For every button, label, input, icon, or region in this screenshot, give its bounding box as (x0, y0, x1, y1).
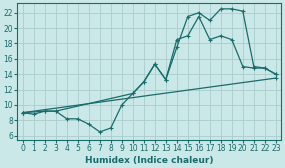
X-axis label: Humidex (Indice chaleur): Humidex (Indice chaleur) (85, 156, 213, 164)
